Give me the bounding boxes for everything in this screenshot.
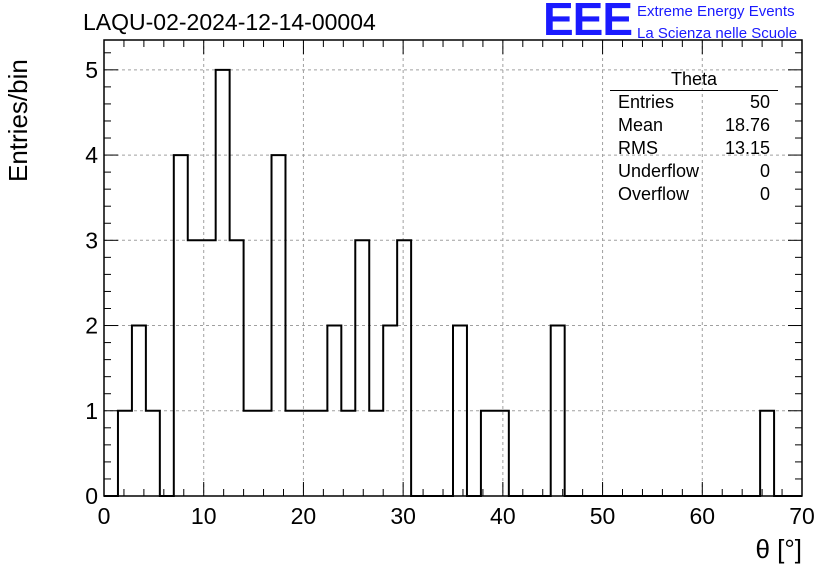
stats-row-entries: Entries 50	[610, 91, 778, 114]
histogram-bin	[341, 411, 355, 496]
stats-row-overflow: Overflow 0	[610, 183, 778, 206]
y-tick-label: 1	[85, 398, 98, 424]
stats-value: 50	[749, 92, 770, 112]
histogram-bin	[481, 411, 495, 496]
histogram-bin	[118, 411, 132, 496]
histogram-bin	[327, 326, 341, 496]
histogram-bin	[299, 411, 313, 496]
x-tick-label: 20	[291, 503, 317, 529]
histogram-bin	[146, 411, 160, 496]
eee-logo: EEE	[543, 0, 633, 45]
stats-box: Theta Entries 50 Mean 18.76 RMS 13.15 Under…	[610, 68, 778, 206]
histogram-bin	[230, 240, 244, 496]
logo-line-2: La Scienza nelle Scuole	[637, 25, 798, 42]
y-tick-label: 5	[85, 57, 98, 83]
histogram-bin	[244, 411, 258, 496]
stats-row-underflow: Underflow 0	[610, 160, 778, 183]
stats-label: Mean	[618, 115, 664, 135]
y-tick-label: 3	[85, 227, 98, 253]
stats-label: RMS	[618, 138, 658, 158]
y-tick-label: 4	[85, 142, 98, 168]
x-tick-label: 0	[98, 503, 111, 529]
y-tick-label: 2	[85, 313, 98, 339]
histogram-bin	[551, 326, 565, 496]
histogram-bin	[760, 411, 774, 496]
histogram-bin	[397, 240, 411, 496]
stats-row-rms: RMS 13.15	[610, 137, 778, 160]
stats-title: Theta	[610, 68, 778, 91]
stats-value: 0	[759, 184, 770, 204]
histogram-bin	[383, 326, 397, 496]
x-tick-label: 30	[390, 503, 416, 529]
stats-label: Entries	[618, 92, 675, 112]
x-tick-label: 40	[490, 503, 516, 529]
histogram-bin	[216, 70, 230, 496]
histogram-bin	[174, 155, 188, 496]
histogram-bin	[313, 411, 327, 496]
histogram-bin	[272, 155, 286, 496]
x-tick-label: 50	[590, 503, 616, 529]
histogram-bin	[453, 326, 467, 496]
histogram-bin	[258, 411, 272, 496]
histogram-bin	[369, 411, 383, 496]
stats-value: 13.15	[724, 138, 770, 158]
logo-line-1: Extreme Energy Events	[637, 3, 795, 20]
histogram-bin	[355, 240, 369, 496]
chart-title: LAQU-02-2024-12-14-00004	[83, 9, 376, 35]
x-tick-label: 70	[789, 503, 815, 529]
histogram-bin	[285, 411, 299, 496]
histogram-bin	[132, 326, 146, 496]
x-tick-label: 60	[689, 503, 715, 529]
histogram-bin	[202, 240, 216, 496]
stats-row-mean: Mean 18.76	[610, 114, 778, 137]
stats-label: Overflow	[618, 184, 690, 204]
histogram-bin	[188, 240, 202, 496]
stats-value: 18.76	[724, 115, 770, 135]
x-tick-label: 10	[191, 503, 217, 529]
histogram-series	[104, 68, 802, 497]
stats-value: 0	[759, 161, 770, 181]
y-tick-label: 0	[85, 483, 98, 509]
stats-label: Underflow	[618, 161, 700, 181]
histogram-bin	[495, 411, 509, 496]
x-axis-label: θ [°]	[755, 534, 802, 564]
